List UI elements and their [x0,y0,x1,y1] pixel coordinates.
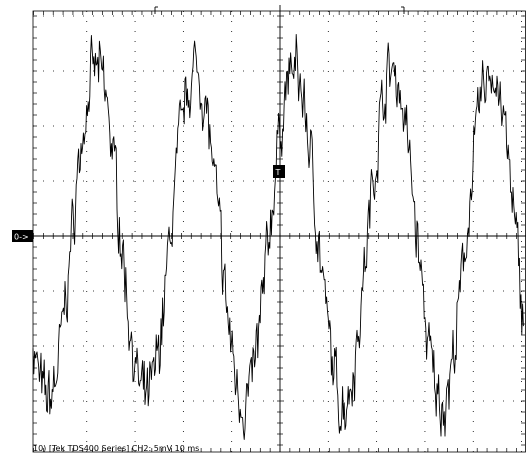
status-readout: 10) [Tek TDS400 Series] CH2: 5mV 10 ms [33,444,199,453]
trigger-marker-label: T [275,168,281,177]
ground-reference-marker: 0-> [12,230,33,242]
ground-marker-label: 0-> [14,233,29,242]
graticule-ticks [33,11,525,452]
trigger-marker: T [273,165,285,178]
ch2-waveform-trace [32,34,524,440]
top-markers [154,5,405,14]
